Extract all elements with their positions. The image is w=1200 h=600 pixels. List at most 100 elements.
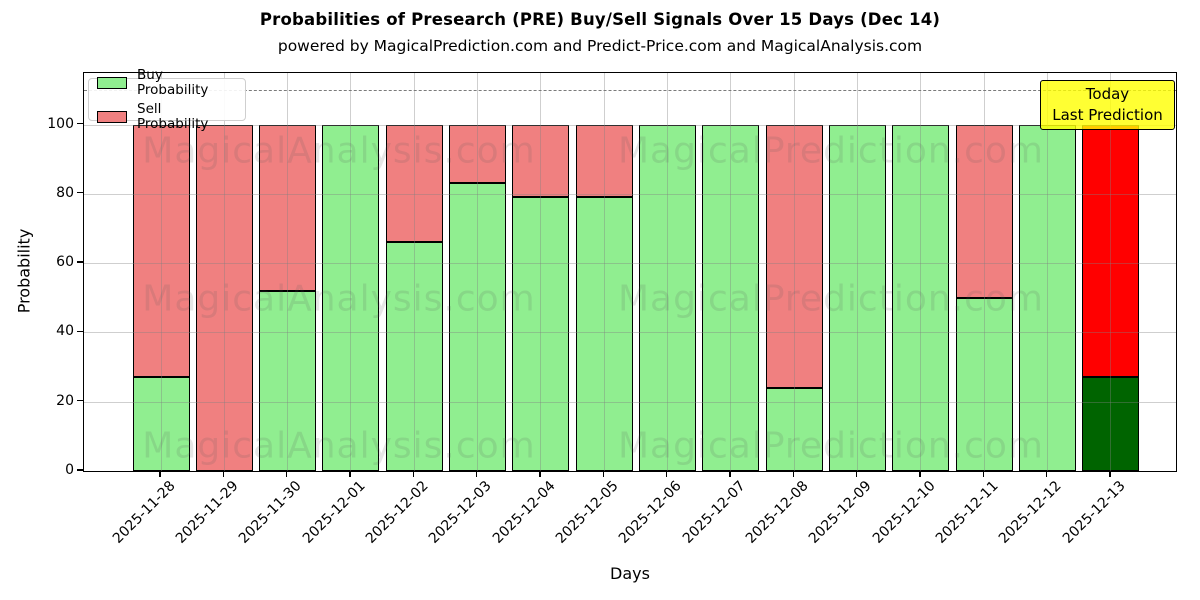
v-gridline — [667, 73, 669, 471]
v-gridline — [160, 73, 162, 471]
x-tick-label: 2025-12-05 — [552, 478, 622, 547]
buy-swatch-icon — [97, 76, 127, 89]
x-tick-mark — [919, 471, 921, 477]
grid-layer — [84, 73, 1176, 471]
bar-segment-sell — [195, 124, 253, 471]
y-tick-label: 80 — [56, 184, 74, 201]
x-tick-mark — [1045, 471, 1048, 477]
y-tick-mark — [77, 400, 83, 402]
y-tick-mark — [77, 192, 83, 194]
x-tick-mark — [729, 471, 731, 477]
bar-segment-sell — [512, 124, 570, 198]
y-tick-label: 0 — [65, 462, 74, 478]
y-tick-label: 60 — [56, 254, 74, 271]
x-tick-mark — [222, 471, 225, 477]
y-tick-label: 40 — [56, 323, 74, 340]
x-tick-label: 2025-12-07 — [679, 478, 749, 547]
bar-segment-sell — [132, 124, 190, 378]
x-tick-label: 2025-11-29 — [172, 478, 242, 547]
y-tick-mark — [77, 122, 83, 125]
bar-segment-sell — [575, 124, 633, 198]
x-tick-label: 2025-12-13 — [1059, 478, 1129, 547]
x-axis-title: Days — [610, 564, 650, 583]
v-gridline — [287, 73, 289, 471]
legend-item-sell: Sell Probability — [97, 100, 237, 132]
h-gridline — [84, 401, 1176, 403]
watermark-prediction: MagicalPrediction.com — [618, 130, 1044, 172]
v-gridline — [223, 73, 225, 471]
watermark-layer: MagicalAnalysis.com MagicalPrediction.com… — [84, 73, 1176, 471]
v-gridline — [920, 73, 922, 471]
x-tick-mark — [539, 471, 541, 477]
x-tick-label: 2025-12-10 — [869, 478, 939, 547]
chart-subtitle: powered by MagicalPrediction.com and Pre… — [277, 37, 923, 55]
x-tick-mark — [285, 471, 288, 477]
today-annotation: Today Last Prediction — [1040, 80, 1175, 130]
x-tick-mark — [855, 471, 858, 477]
v-gridline — [477, 73, 479, 471]
bar-segment-buy — [639, 124, 697, 471]
bar-segment-sell — [765, 124, 823, 388]
bars-layer — [84, 73, 1176, 471]
x-tick-mark — [1109, 471, 1111, 477]
v-gridline — [603, 73, 605, 471]
sell-swatch-icon — [97, 110, 127, 123]
bar-segment-sell — [1082, 124, 1140, 378]
x-tick-label: 2025-12-08 — [742, 478, 812, 547]
x-tick-mark — [792, 471, 795, 477]
x-tick-label: 2025-12-01 — [299, 478, 369, 547]
x-tick-mark — [475, 471, 478, 477]
reference-dashed-line — [84, 89, 1176, 91]
watermark-prediction: MagicalPrediction.com — [618, 278, 1044, 320]
v-gridline — [857, 73, 859, 471]
watermark-analysis: MagicalAnalysis.com — [142, 130, 536, 172]
y-tick-label: 100 — [47, 115, 74, 132]
x-tick-label: 2025-12-03 — [426, 478, 495, 547]
x-tick-label: 2025-12-02 — [362, 478, 432, 547]
h-gridline — [84, 332, 1176, 334]
legend-label-buy: Buy Probability — [137, 66, 209, 98]
watermark-prediction: MagicalPrediction.com — [618, 425, 1044, 467]
bar-segment-buy — [449, 183, 507, 471]
x-tick-mark — [665, 471, 668, 477]
bar-segment-buy — [322, 124, 380, 471]
h-gridline — [84, 263, 1176, 265]
bar-segment-buy — [132, 377, 190, 471]
x-tick-label: 2025-12-09 — [806, 478, 875, 547]
bar-segment-buy — [955, 297, 1013, 471]
legend-label-sell: Sell Probability — [137, 100, 209, 132]
bar-segment-sell — [385, 124, 443, 243]
y-tick-mark — [77, 261, 83, 263]
y-tick-mark — [77, 330, 83, 333]
today-annotation-line2: Last Prediction — [1052, 106, 1163, 124]
v-gridline — [540, 73, 542, 471]
v-gridline — [730, 73, 732, 471]
bar-segment-sell — [259, 124, 317, 291]
bar-segment-buy — [765, 387, 823, 471]
bar-segment-buy — [512, 197, 570, 471]
bar-segment-sell — [955, 124, 1013, 298]
legend-item-buy: Buy Probability — [97, 66, 237, 98]
bar-segment-buy — [575, 197, 633, 471]
v-gridline — [1110, 73, 1112, 471]
x-tick-mark — [412, 471, 415, 477]
bar-segment-buy — [702, 124, 760, 471]
bar-segment-buy — [259, 290, 317, 471]
bar-segment-buy — [892, 124, 950, 471]
x-tick-mark — [602, 471, 605, 477]
v-gridline — [1047, 73, 1049, 471]
bar-segment-sell — [449, 124, 507, 184]
y-axis-title: Probability — [14, 228, 34, 314]
x-tick-label: 2025-12-12 — [996, 478, 1065, 547]
x-tick-mark — [349, 471, 351, 477]
v-gridline — [793, 73, 795, 471]
watermark-analysis: MagicalAnalysis.com — [142, 278, 536, 320]
x-tick-mark — [982, 471, 985, 477]
x-tick-label: 2025-12-06 — [616, 478, 685, 547]
h-gridline — [84, 124, 1176, 126]
y-tick-label: 20 — [56, 392, 74, 409]
v-gridline — [350, 73, 352, 471]
bar-segment-buy — [829, 124, 887, 471]
x-tick-mark — [159, 471, 161, 477]
